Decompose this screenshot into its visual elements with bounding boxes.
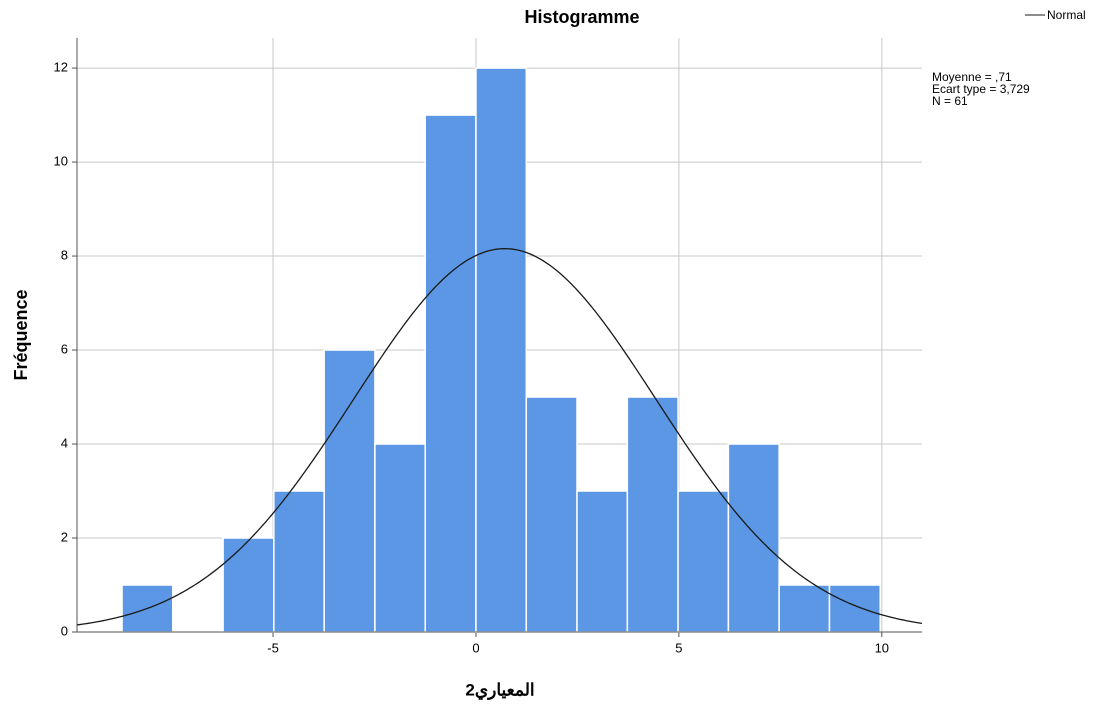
bar	[525, 396, 578, 633]
x-tick-label: 5	[675, 640, 682, 655]
legend-label: Normal	[1047, 8, 1086, 22]
bar	[677, 490, 730, 633]
bar	[323, 349, 376, 633]
x-tick-label: 0	[472, 640, 479, 655]
bar	[374, 443, 426, 633]
bar	[475, 67, 528, 633]
bar	[626, 396, 679, 633]
stat-label: N = 61	[932, 94, 968, 108]
chart-title: Histogramme	[524, 7, 639, 27]
bar	[778, 584, 831, 633]
stat-label: Moyenne = ,71	[932, 70, 1012, 84]
bar	[727, 443, 780, 633]
y-tick-label: 4	[61, 435, 68, 450]
x-tick-label: 10	[875, 640, 889, 655]
bar	[222, 537, 275, 633]
normal-curve	[76, 247, 923, 626]
bar	[424, 114, 477, 633]
bar	[828, 584, 881, 633]
bar	[273, 490, 325, 633]
y-tick-label: 10	[54, 154, 68, 169]
x-axis-label: المعياري2	[465, 680, 534, 700]
bar	[576, 490, 629, 633]
y-tick-label: 8	[61, 247, 68, 262]
y-axis-label: Fréquence	[11, 289, 31, 380]
y-tick-label: 6	[61, 341, 68, 356]
y-tick-label: 12	[54, 60, 68, 75]
stat-label: Ecart type = 3,729	[932, 82, 1030, 96]
y-tick-label: 0	[61, 623, 68, 638]
y-tick-label: 2	[61, 529, 68, 544]
x-tick-label: -5	[267, 640, 279, 655]
